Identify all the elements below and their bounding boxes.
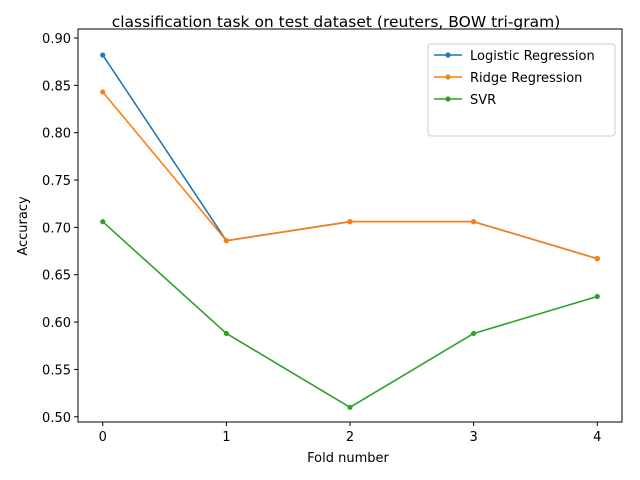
y-tick-label: 0.70	[42, 221, 71, 236]
x-tick-label: 1	[222, 430, 230, 445]
data-point-ridge-regression	[223, 238, 229, 244]
data-point-ridge-regression	[100, 89, 106, 95]
chart-title: classification task on test dataset (reu…	[112, 13, 561, 31]
data-point-ridge-regression	[347, 219, 353, 225]
data-point-svr	[100, 219, 106, 225]
legend-label-logistic-regression: Logistic Regression	[470, 49, 595, 64]
y-axis: 0.50 0.55 0.60 0.65 0.70 0.75 0.80 0.85 0.90	[42, 32, 78, 426]
data-point-svr	[223, 330, 229, 337]
data-point-ridge-regression	[594, 256, 600, 262]
data-point-svr	[471, 330, 477, 337]
y-tick-label: 0.60	[42, 316, 71, 331]
data-point-ridge-regression	[471, 219, 477, 225]
y-tick-label: 0.50	[42, 411, 71, 426]
x-tick-label: 0	[99, 430, 107, 445]
plot-series	[100, 52, 600, 410]
y-tick-label: 0.85	[42, 79, 71, 94]
x-axis-title: Fold number	[307, 451, 389, 466]
data-point-svr	[347, 404, 353, 410]
y-tick-label: 0.55	[42, 363, 71, 378]
legend-marker-logistic-regression	[445, 52, 451, 58]
data-point-svr	[594, 293, 600, 300]
y-tick-label: 0.80	[42, 127, 71, 142]
legend-label-ridge-regression: Ridge Regression	[470, 71, 582, 86]
y-axis-title: Accuracy	[16, 196, 31, 256]
y-tick-label: 0.75	[42, 174, 71, 189]
legend-label-svr: SVR	[470, 93, 496, 108]
x-tick-label: 2	[346, 430, 354, 445]
data-point-logistic-regression	[100, 52, 106, 58]
legend-marker-svr	[445, 96, 451, 102]
y-tick-label: 0.65	[42, 269, 71, 284]
x-axis: 0 1 2 3 4	[99, 422, 601, 445]
legend-box	[427, 43, 616, 137]
legend: Logistic Regression Ridge Regression SVR	[427, 43, 616, 137]
x-tick-label: 3	[469, 430, 477, 445]
y-tick-label: 0.90	[42, 32, 71, 47]
series-line-svr	[102, 221, 598, 409]
legend-marker-ridge-regression	[445, 74, 451, 80]
x-tick-label: 4	[593, 430, 601, 445]
